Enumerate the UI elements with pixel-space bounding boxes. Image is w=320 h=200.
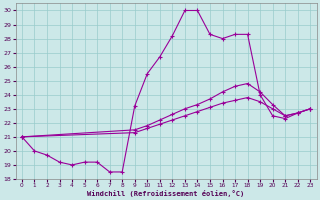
X-axis label: Windchill (Refroidissement éolien,°C): Windchill (Refroidissement éolien,°C) bbox=[87, 190, 245, 197]
